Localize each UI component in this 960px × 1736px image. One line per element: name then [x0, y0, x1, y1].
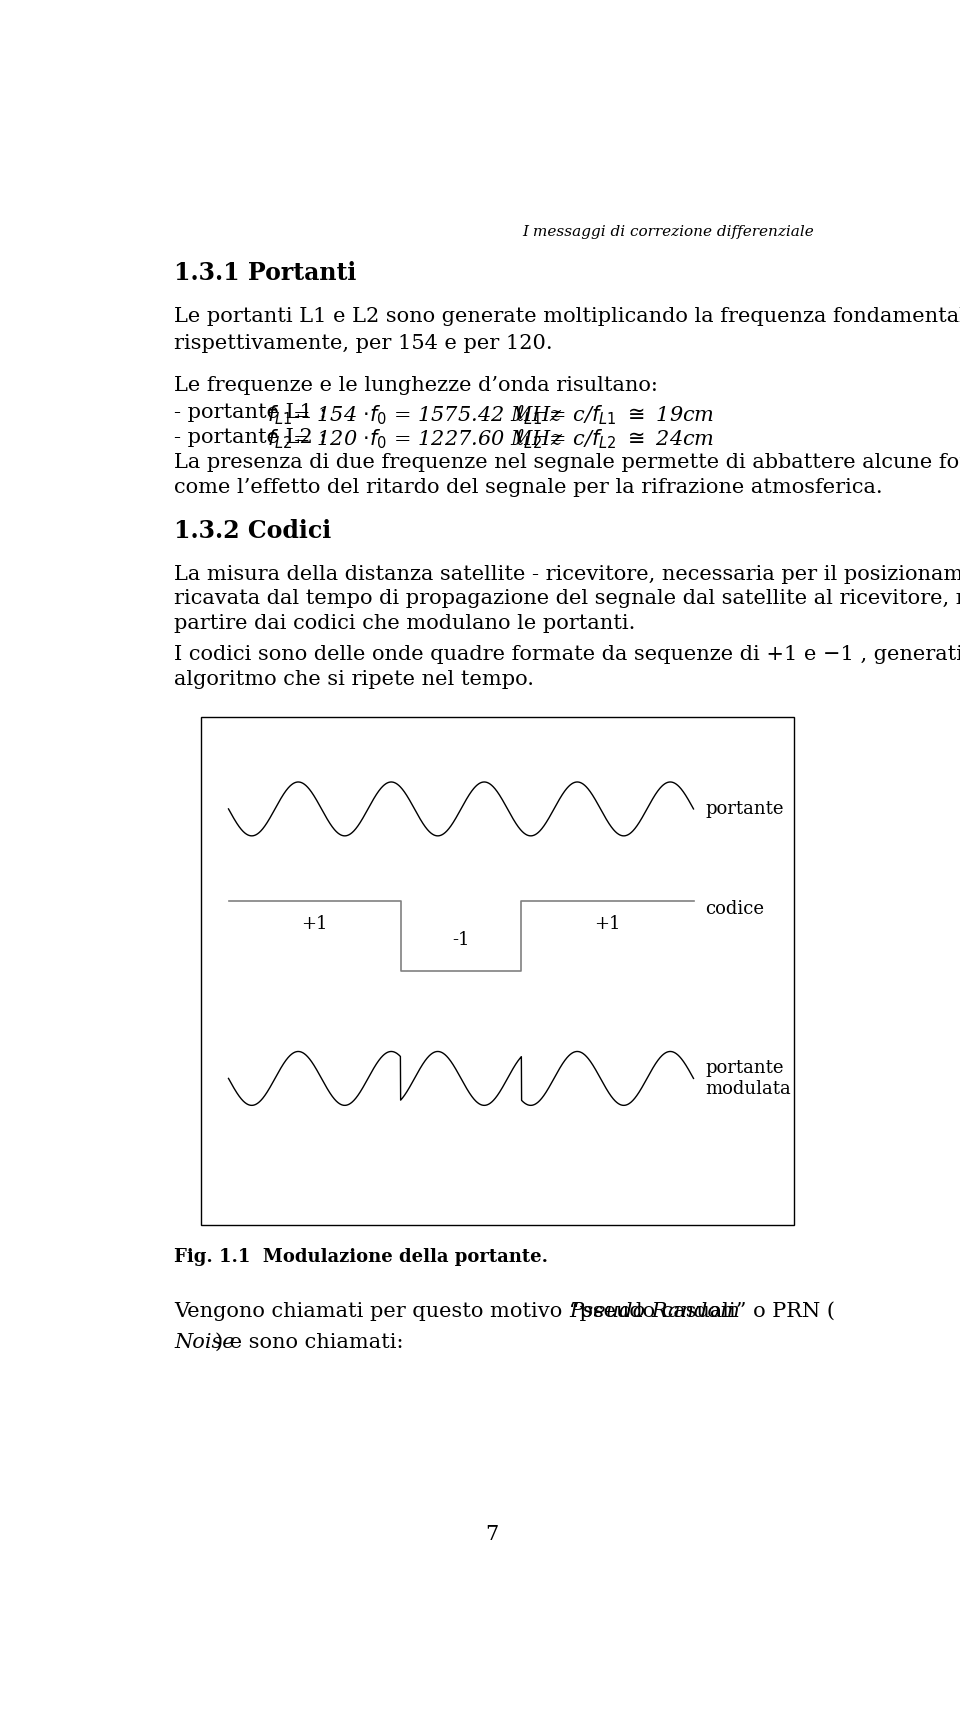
Text: Pseudo Random: Pseudo Random	[569, 1302, 740, 1321]
Bar	[202, 717, 794, 1224]
Text: $\ell_{L2}$ = c/$f_{L2}$ $\cong$ 24cm: $\ell_{L2}$ = c/$f_{L2}$ $\cong$ 24cm	[516, 427, 714, 451]
Text: $f_{L1}$= 154 $\cdot f_0$ = 1575.42 MHz: $f_{L1}$= 154 $\cdot f_0$ = 1575.42 MHz	[267, 403, 564, 427]
Text: - portante L1 :: - portante L1 :	[175, 403, 333, 422]
Text: I messaggi di correzione differenziale: I messaggi di correzione differenziale	[522, 226, 814, 240]
Text: La presenza di due frequenze nel segnale permette di abbattere alcune fonti di e: La presenza di due frequenze nel segnale…	[175, 453, 960, 472]
Text: 1.3.1 Portanti: 1.3.1 Portanti	[175, 260, 356, 285]
Text: ricavata dal tempo di propagazione del segnale dal satellite al ricevitore, misu: ricavata dal tempo di propagazione del s…	[175, 590, 960, 609]
Text: Noise: Noise	[175, 1333, 235, 1352]
Text: Fig. 1.1  Modulazione della portante.: Fig. 1.1 Modulazione della portante.	[175, 1248, 548, 1266]
Text: portante
modulata: portante modulata	[706, 1059, 791, 1097]
Text: ) e sono chiamati:: ) e sono chiamati:	[214, 1333, 403, 1352]
Text: +1: +1	[301, 915, 327, 934]
Text: +1: +1	[594, 915, 621, 934]
Text: 1.3.2 Codici: 1.3.2 Codici	[175, 519, 331, 543]
Text: I codici sono delle onde quadre formate da sequenze di +1 e −1 , generati con un: I codici sono delle onde quadre formate …	[175, 644, 960, 663]
Text: rispettivamente, per 154 e per 120.: rispettivamente, per 154 e per 120.	[175, 333, 553, 352]
Text: La misura della distanza satellite - ricevitore, necessaria per il posizionament: La misura della distanza satellite - ric…	[175, 564, 960, 583]
Text: codice: codice	[706, 899, 764, 918]
Text: Vengono chiamati per questo motivo “pseudo casuali” o PRN (: Vengono chiamati per questo motivo “pseu…	[175, 1302, 842, 1321]
Text: $\ell_{L1}$ = c/$f_{L1}$ $\cong$ 19cm: $\ell_{L1}$ = c/$f_{L1}$ $\cong$ 19cm	[516, 403, 714, 427]
Text: algoritmo che si ripete nel tempo.: algoritmo che si ripete nel tempo.	[175, 670, 535, 689]
Text: 7: 7	[486, 1524, 498, 1543]
Text: portante: portante	[706, 800, 783, 818]
Text: - portante L2 :: - portante L2 :	[175, 427, 333, 446]
Text: partire dai codici che modulano le portanti.: partire dai codici che modulano le porta…	[175, 615, 636, 634]
Text: come l’effetto del ritardo del segnale per la rifrazione atmosferica.: come l’effetto del ritardo del segnale p…	[175, 477, 883, 496]
Text: -1: -1	[452, 930, 469, 950]
Text: Le portanti L1 e L2 sono generate moltiplicando la frequenza fondamentale,: Le portanti L1 e L2 sono generate moltip…	[175, 307, 960, 326]
Text: Le frequenze e le lunghezze d’onda risultano:: Le frequenze e le lunghezze d’onda risul…	[175, 377, 659, 396]
Text: $f_{L2}$= 120 $\cdot f_0$ = 1227.60 MHz: $f_{L2}$= 120 $\cdot f_0$ = 1227.60 MHz	[267, 427, 564, 451]
